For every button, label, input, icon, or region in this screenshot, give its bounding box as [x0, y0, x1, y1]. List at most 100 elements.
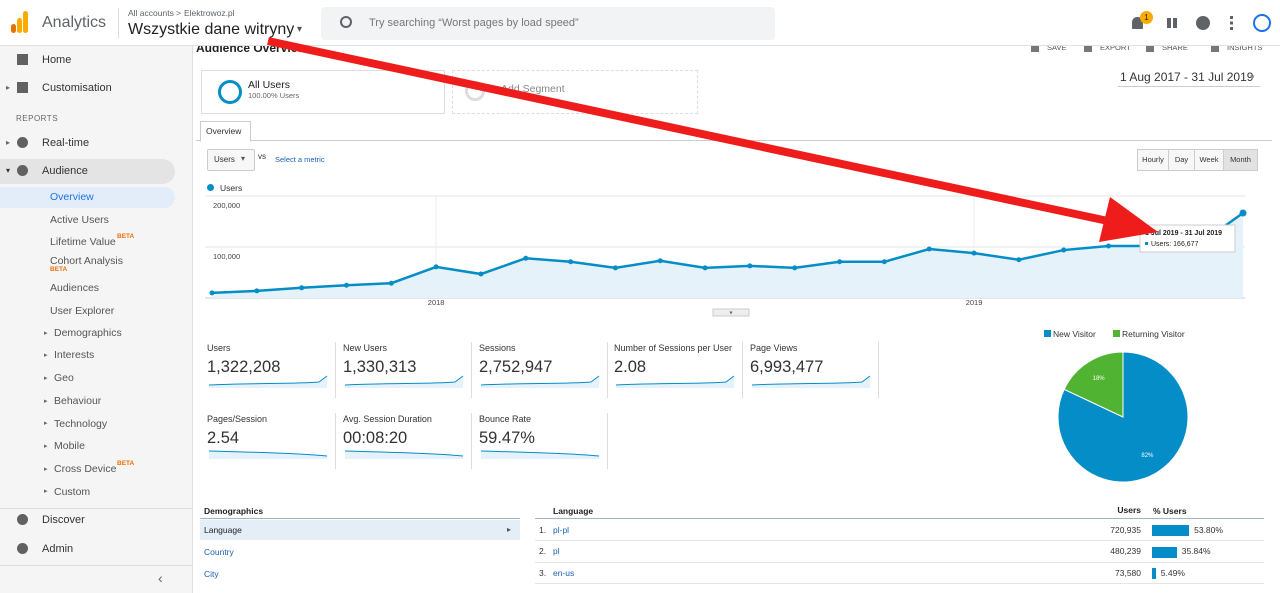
- property-name[interactable]: Wszystkie dane witryny: [128, 21, 295, 38]
- nav-subitem[interactable]: Geo: [54, 372, 74, 385]
- nav-subitem[interactable]: User Explorer: [50, 304, 115, 317]
- demographics-item[interactable]: City: [204, 568, 219, 579]
- nav-arrow: ▸: [44, 465, 48, 473]
- row-arrow: ▸: [507, 525, 512, 534]
- row-pct: 35.84%: [1181, 546, 1211, 557]
- nav-icon: [17, 137, 28, 148]
- row-name[interactable]: pl-pl: [553, 524, 570, 535]
- nav-item[interactable]: Customisation: [42, 81, 112, 94]
- demographics-item[interactable]: Language: [204, 524, 242, 535]
- account-icon[interactable]: [1253, 14, 1271, 32]
- metric-value: 59.47%: [479, 428, 535, 447]
- interval-button[interactable]: Month: [1223, 149, 1258, 171]
- select-arrow: ▾: [241, 154, 246, 163]
- vs-label: vs: [258, 152, 266, 161]
- tab[interactable]: [200, 121, 251, 142]
- date-arrow: ▾: [1250, 71, 1255, 82]
- row-rank: 3.: [539, 567, 547, 578]
- metric-name[interactable]: Pages/Session: [207, 413, 268, 424]
- nav-subitem[interactable]: Demographics: [54, 326, 122, 339]
- metric-value: 2.54: [207, 428, 240, 447]
- nav-arrow: ▸: [44, 488, 48, 496]
- nav-subitem[interactable]: Interests: [54, 349, 95, 362]
- toolbar-action[interactable]: EXPORT: [1100, 43, 1131, 53]
- nav-subitem[interactable]: Cohort Analysis: [50, 254, 123, 267]
- interval-button[interactable]: Day: [1168, 149, 1195, 171]
- card-divider: [471, 413, 472, 469]
- metric-value: 1,330,313: [343, 357, 417, 376]
- row-pct: 5.49%: [1160, 567, 1185, 578]
- nav-subitem[interactable]: Technology: [54, 417, 108, 430]
- nav-subitem[interactable]: Lifetime Value: [50, 235, 116, 248]
- nav-subitem[interactable]: Behaviour: [54, 394, 102, 407]
- apps-icon[interactable]: [1167, 18, 1177, 28]
- metric-select[interactable]: [207, 149, 255, 171]
- table-header: Language: [553, 505, 594, 516]
- metric-name[interactable]: Page Views: [750, 342, 798, 353]
- nav-subitem[interactable]: Audiences: [50, 281, 100, 294]
- metric-value: 6,993,477: [750, 357, 824, 376]
- metric-name[interactable]: Bounce Rate: [479, 413, 532, 424]
- nav-item[interactable]: Real-time: [42, 136, 90, 149]
- metric-value: 2.08: [614, 357, 647, 376]
- interval-button[interactable]: Week: [1194, 149, 1224, 171]
- metric-name[interactable]: Avg. Session Duration: [343, 413, 432, 424]
- toolbar-action[interactable]: SHARE: [1162, 43, 1188, 53]
- nav-subitem[interactable]: Active Users: [50, 213, 109, 226]
- breadcrumb[interactable]: Elektrowoz.pl: [184, 7, 235, 18]
- beta-tag: BETA: [50, 265, 68, 273]
- nav-subitem[interactable]: Cross Device: [54, 462, 117, 475]
- more-icon[interactable]: [1230, 16, 1233, 30]
- sidebar: [0, 45, 193, 593]
- demographics-item[interactable]: Country: [204, 546, 234, 557]
- nav-item[interactable]: Admin: [42, 542, 74, 555]
- nav-item[interactable]: Discover: [42, 513, 85, 526]
- bell-icon: [1132, 17, 1143, 29]
- row-users: 73,580: [1115, 567, 1141, 578]
- row-users: 720,935: [1110, 524, 1141, 535]
- table-header: % Users: [1153, 505, 1187, 516]
- interval-button[interactable]: Hourly: [1137, 149, 1169, 171]
- date-range[interactable]: 1 Aug 2017 - 31 Jul 2019: [1120, 70, 1254, 84]
- select-metric-link[interactable]: Select a metric: [275, 155, 325, 165]
- help-icon[interactable]: [1196, 16, 1210, 30]
- nav-icon: [17, 514, 28, 525]
- search-box[interactable]: [321, 7, 775, 40]
- row-selected: [200, 520, 520, 540]
- logo-bar: [23, 11, 28, 33]
- nav-subitem[interactable]: Mobile: [54, 440, 85, 453]
- property-arrow: ▾: [297, 24, 303, 35]
- collapse-button[interactable]: ‹: [158, 570, 163, 586]
- tab-label: Overview: [206, 125, 242, 136]
- row-name[interactable]: en-us: [553, 567, 575, 578]
- row-bar: [1152, 525, 1190, 536]
- nav-subitem[interactable]: Custom: [54, 485, 91, 498]
- nav-item[interactable]: Home: [42, 53, 72, 66]
- metric-name[interactable]: Users: [207, 342, 231, 353]
- add-segment-label: Add Segment: [501, 82, 565, 95]
- nav-item[interactable]: Audience: [42, 164, 88, 177]
- pie-legend-swatch: [1113, 330, 1120, 337]
- nav-arrow: ▸: [44, 443, 48, 450]
- add-segment[interactable]: [452, 70, 698, 114]
- demographics-title: Demographics: [204, 505, 264, 516]
- row-name[interactable]: pl: [553, 546, 560, 557]
- metric-name[interactable]: New Users: [343, 342, 388, 353]
- metric-name[interactable]: Number of Sessions per User: [614, 342, 733, 353]
- breadcrumb[interactable]: All accounts: [128, 7, 174, 18]
- search-icon: [340, 16, 352, 28]
- row-line: [535, 583, 1264, 584]
- row-line: [535, 561, 1264, 563]
- toolbar-action[interactable]: INSIGHTS: [1227, 43, 1263, 53]
- nav-subitem[interactable]: Overview: [50, 190, 94, 203]
- metric-select-label: Users: [214, 155, 235, 164]
- metric-name[interactable]: Sessions: [479, 342, 516, 353]
- row-bar: [1152, 546, 1177, 558]
- legend-dot: [207, 184, 214, 191]
- card-divider: [607, 342, 608, 398]
- nav-arrow: ▸: [6, 138, 11, 147]
- beta-tag: BETA: [117, 459, 135, 467]
- action-icon: [1146, 44, 1154, 52]
- app-name: Analytics: [42, 14, 107, 31]
